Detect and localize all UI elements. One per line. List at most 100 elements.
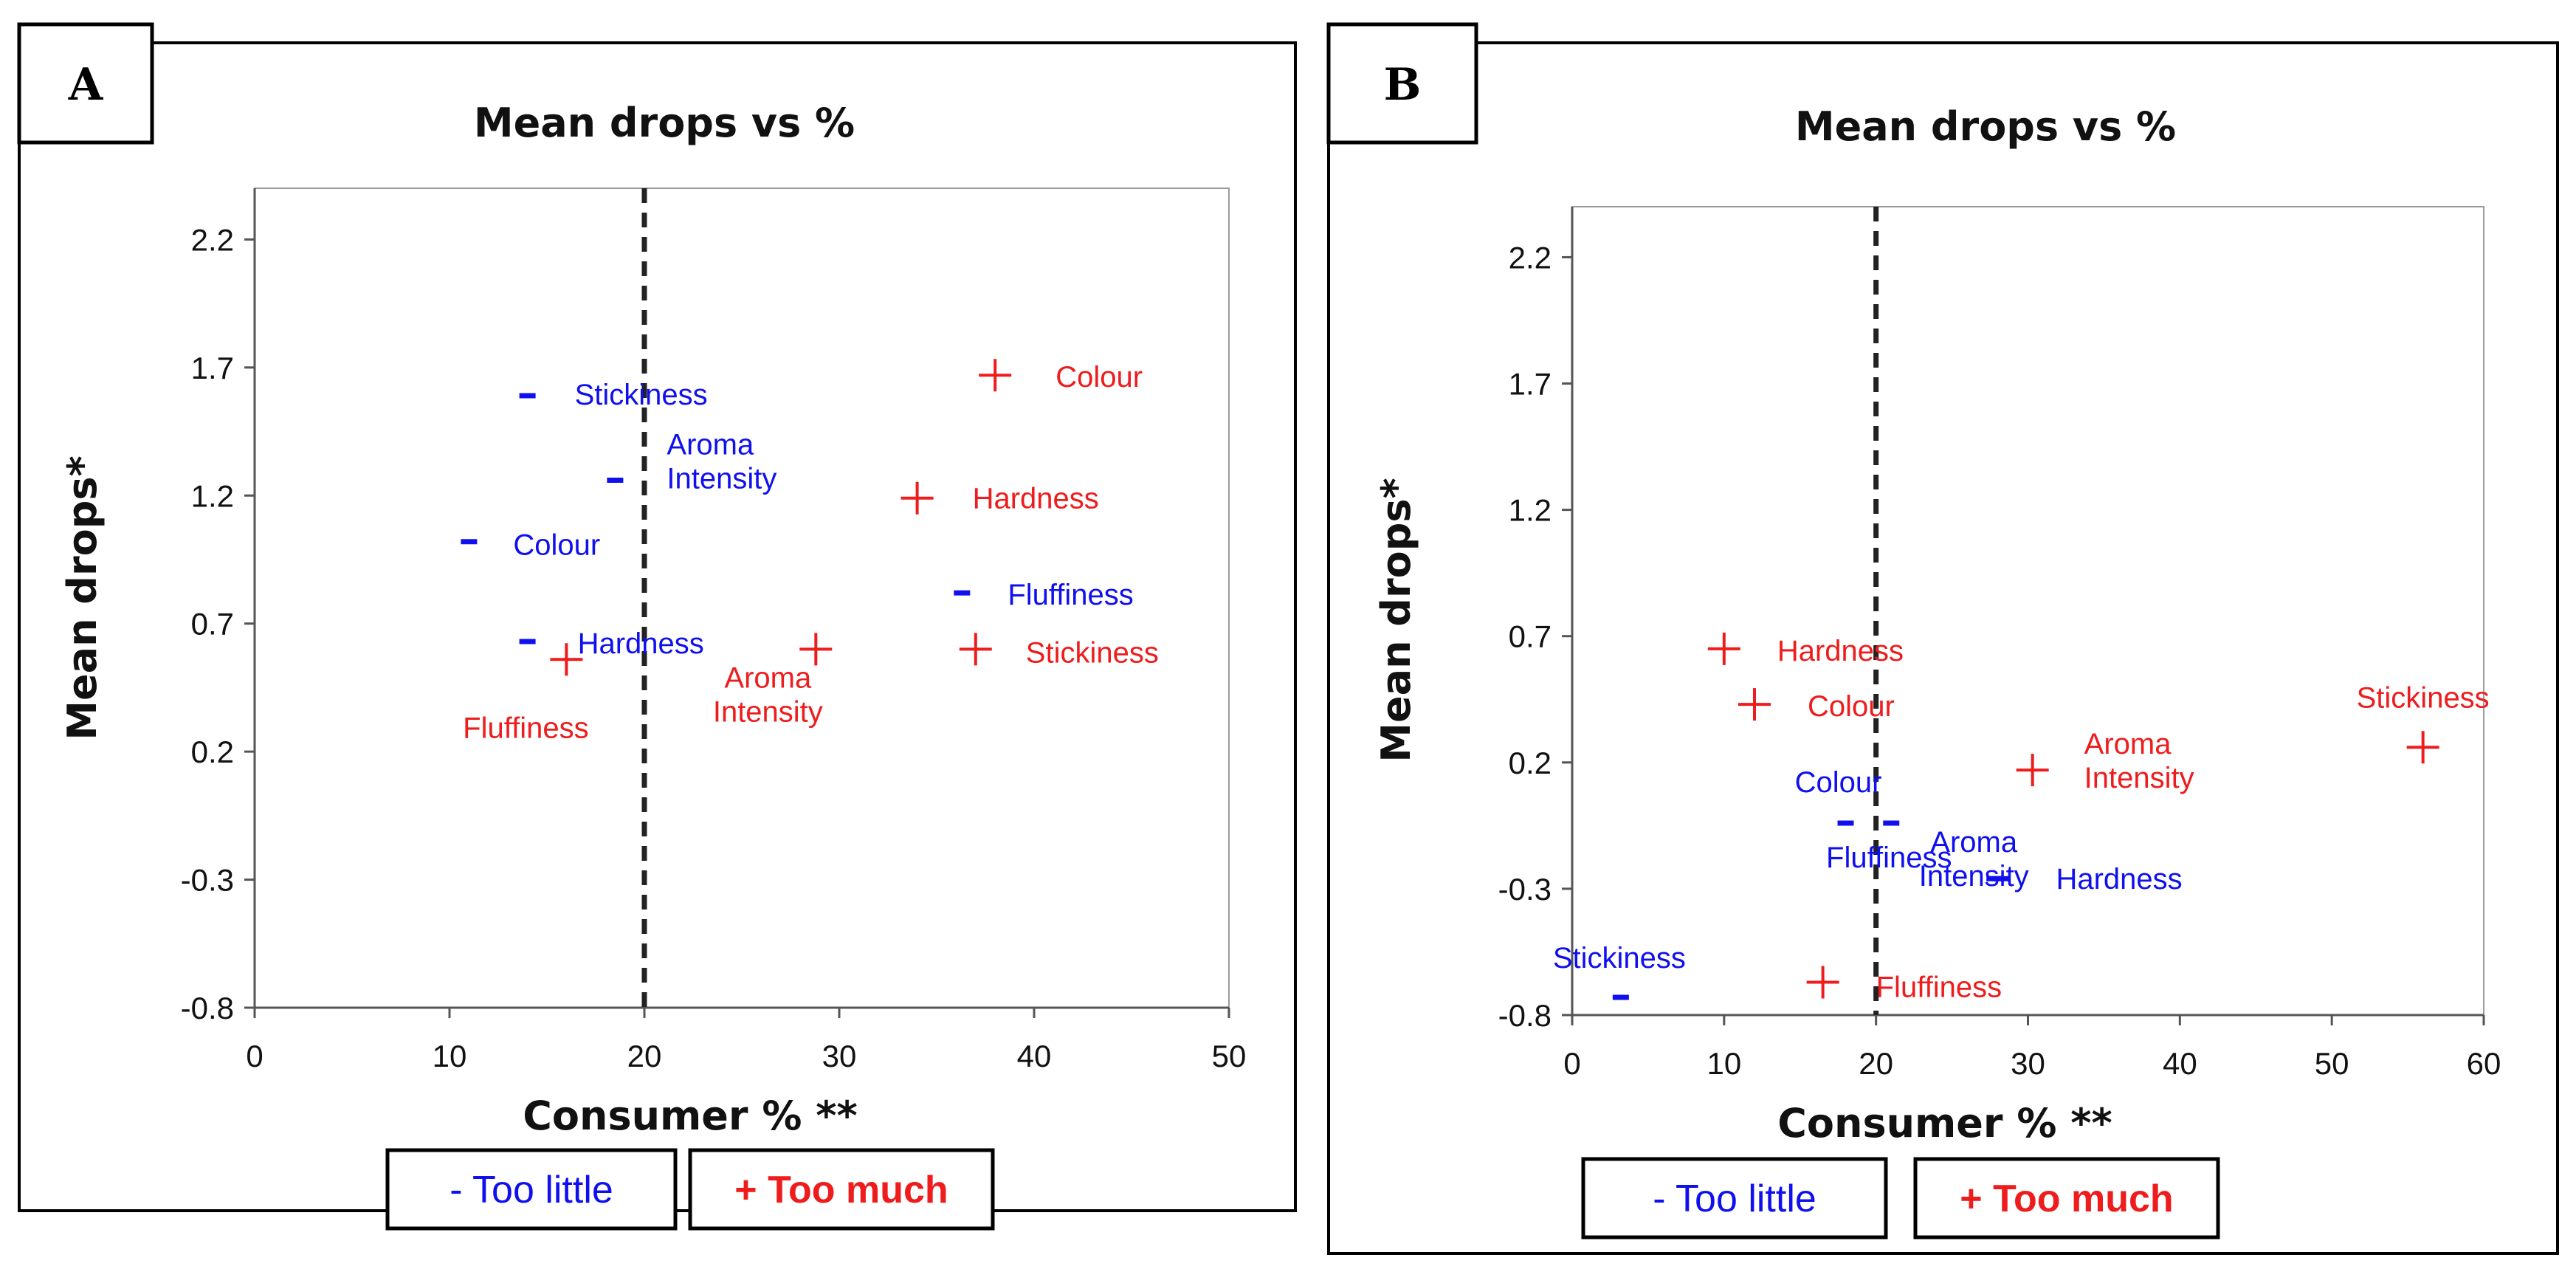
point-label: Colour	[1795, 766, 1882, 799]
y-tick-label: 1.2	[191, 478, 234, 513]
legend-box-too-much	[688, 1148, 995, 1231]
point-label-line: Aroma	[1930, 826, 2018, 859]
point-label: Stickiness	[1553, 942, 1686, 974]
too-much-marker	[1707, 632, 1740, 665]
point-label-line: Aroma	[667, 428, 754, 461]
y-tick-label: 1.2	[1509, 493, 1552, 528]
panel-badge	[17, 22, 154, 145]
x-tick-label: 20	[627, 1039, 662, 1073]
point-label-line: Fluffiness	[1826, 842, 1952, 874]
x-tick-label: 50	[2315, 1046, 2349, 1081]
point-label-line: Hardness	[1777, 635, 1904, 667]
point-label: Colour	[513, 529, 600, 562]
x-tick-label: 10	[433, 1039, 467, 1073]
too-much-marker	[959, 633, 992, 666]
too-much-marker	[550, 643, 583, 676]
too-much-marker	[2016, 754, 2049, 787]
too-much-marker	[979, 359, 1012, 392]
point-label-line: Stickiness	[1553, 942, 1686, 974]
x-tick-label: 60	[2467, 1046, 2501, 1081]
too-much-marker	[1738, 688, 1771, 721]
point-label: Aroma Intensity	[2084, 728, 2194, 794]
point-label-line: Intensity	[713, 695, 823, 728]
point-label-line: Stickiness	[1026, 636, 1159, 669]
point-label-line: Hardness	[578, 627, 704, 660]
y-tick-label: 1.7	[1509, 367, 1552, 402]
x-tick-label: 0	[1563, 1046, 1580, 1081]
point-label-line: Stickiness	[575, 379, 708, 411]
point-label-line: Aroma	[2084, 728, 2172, 760]
point-label: Stickiness	[1026, 636, 1159, 669]
legend-too-much: + Too much	[1960, 1177, 2173, 1220]
chart-panel-b: B Mean drops vs % 2.2 1.7 1.2 0.7 0.2 -0.3 -0.8 0…	[1326, 22, 2559, 1255]
too-much-marker	[799, 633, 833, 666]
point-label: Hardness	[1777, 635, 1904, 667]
legend-too-much: + Too much	[734, 1169, 948, 1211]
point-label: Aroma Intensity	[713, 661, 823, 728]
point-label-line: Fluffiness	[1876, 972, 2002, 1004]
y-tick-label: 2.2	[1509, 240, 1552, 275]
point-label-line: Fluffiness	[1008, 579, 1133, 611]
point-label: Fluffiness	[1876, 972, 2002, 1004]
y-tick-label: -0.8	[181, 991, 234, 1025]
y-axis-label: Mean drops*	[59, 455, 106, 740]
point-label: Fluffiness	[1008, 579, 1133, 611]
y-tick-label: 1.7	[191, 351, 234, 385]
x-tick-label: 40	[2163, 1046, 2197, 1081]
legend-too-little: - Too little	[1653, 1177, 1816, 1220]
point-label-line: Colour	[1055, 361, 1143, 393]
point-label-line: Colour	[1795, 766, 1882, 799]
x-tick-label: 30	[2011, 1046, 2045, 1081]
legend-too-little: - Too little	[450, 1169, 613, 1211]
point-label: Stickiness	[575, 379, 708, 411]
point-label-line: Intensity	[667, 462, 776, 495]
y-tick-label: -0.8	[1498, 998, 1552, 1033]
x-axis-label: Consumer % **	[523, 1093, 857, 1139]
chart-title: Mean drops vs %	[1795, 103, 2176, 150]
legend-box-too-little	[385, 1148, 678, 1231]
panel-letter: A	[68, 59, 104, 111]
point-label: Aroma Intensity	[667, 428, 776, 495]
y-tick-label: 2.2	[191, 222, 234, 257]
too-much-marker	[1806, 966, 1839, 999]
point-label: Fluffiness	[463, 712, 588, 744]
too-much-marker	[900, 481, 934, 515]
point-label: Hardness	[2056, 863, 2182, 895]
y-axis-label: Mean drops*	[1373, 478, 1419, 762]
point-label: Hardness	[973, 483, 1099, 515]
point-label-line: Intensity	[2084, 762, 2194, 794]
panel-badge	[1326, 22, 1478, 145]
point-label-line: Fluffiness	[463, 712, 588, 744]
point-label: Hardness	[578, 627, 704, 660]
point-label-line: Hardness	[2056, 863, 2182, 895]
point-label: Fluffiness	[1826, 842, 1952, 874]
y-tick-label: -0.3	[1498, 872, 1552, 907]
point-label-line: Colour	[513, 529, 600, 562]
y-tick-label: -0.3	[181, 863, 234, 898]
y-tick-label: 0.2	[1509, 746, 1552, 780]
panel-letter: B	[1384, 59, 1422, 111]
y-tick-label: 0.2	[191, 735, 234, 769]
point-label-line: Stickiness	[2357, 681, 2490, 714]
point-label: Aroma Intensity	[1919, 826, 2029, 893]
x-tick-label: 0	[246, 1039, 263, 1073]
panel-frame	[1327, 41, 2559, 1255]
y-tick-label: 0.7	[191, 607, 234, 642]
chart-title: Mean drops vs %	[474, 100, 855, 146]
x-tick-label: 30	[822, 1039, 857, 1073]
point-label-line: Intensity	[1919, 860, 2029, 893]
point-label: Colour	[1055, 361, 1143, 393]
point-label: Colour	[1808, 690, 1895, 723]
point-label-line: Aroma	[724, 661, 812, 694]
x-tick-label: 50	[1212, 1039, 1247, 1073]
point-label: Stickiness	[2357, 681, 2490, 714]
point-label-line: Hardness	[973, 483, 1099, 515]
x-tick-label: 40	[1017, 1039, 1052, 1073]
plot-area	[1571, 206, 2484, 1016]
chart-panel-a: A Mean drops vs % 2.2 1.7 1.2 0.7 0.2 -0.3 -0.8 0…	[17, 22, 1297, 1231]
legend-box-too-much	[1913, 1157, 2220, 1239]
y-tick-label: 0.7	[1509, 619, 1552, 654]
x-tick-label: 20	[1859, 1046, 1893, 1081]
too-much-marker	[2406, 731, 2439, 764]
